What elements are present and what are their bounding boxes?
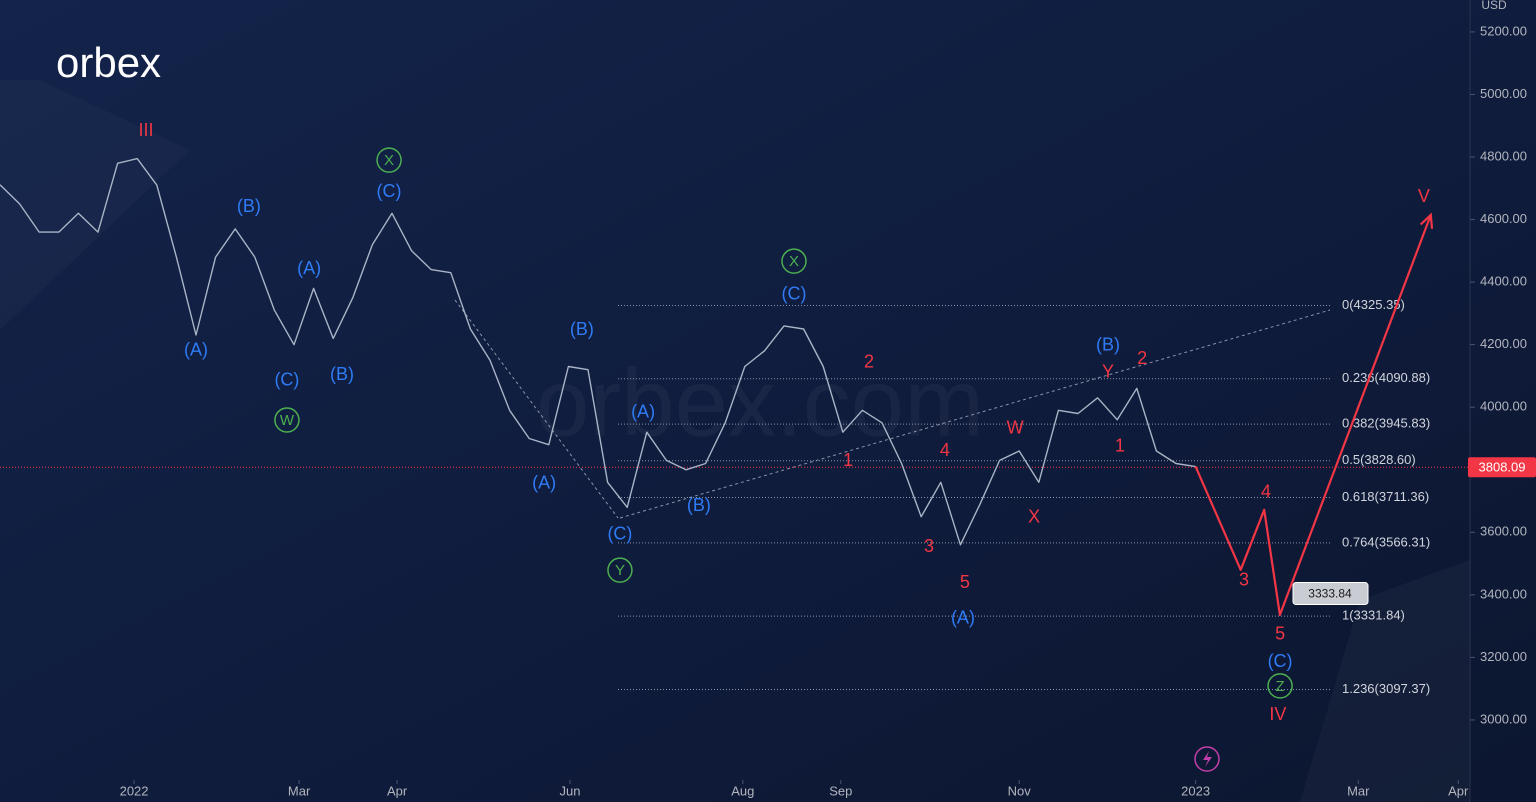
wave-label: Y — [615, 562, 625, 579]
x-tick-label: Mar — [1347, 783, 1370, 798]
logo: orbex — [56, 39, 161, 86]
price-line — [0, 157, 1196, 546]
wave-circle — [274, 407, 300, 433]
fib-label: 0.618(3711.36) — [1342, 489, 1429, 504]
current-price-box — [1468, 457, 1536, 478]
wave-label: 2 — [1137, 348, 1147, 368]
x-tick-label: Mar — [288, 783, 311, 798]
watermark: orbex.com — [536, 349, 984, 456]
y-tick-label: 4200.00 — [1480, 336, 1527, 351]
wave-label: X — [789, 253, 799, 270]
wave-label: X — [1028, 507, 1040, 527]
wave-label: 3 — [924, 536, 934, 556]
wave-circle — [607, 557, 633, 583]
fib-label: 0.236(4090.88) — [1342, 370, 1430, 385]
x-tick-label: Jun — [559, 783, 580, 798]
wave-circle — [781, 248, 807, 274]
plot-area: 3000.003200.003400.003600.003800.004000.… — [0, 23, 1536, 798]
fib-label: 0.5(3828.60) — [1342, 452, 1416, 467]
wave-label: (C) — [607, 524, 632, 544]
x-tick-label: Apr — [1448, 783, 1469, 798]
wave-circle — [376, 147, 402, 173]
icon — [1203, 751, 1212, 767]
wave-label: Z — [1275, 678, 1284, 695]
wave-label: (A) — [631, 402, 655, 422]
price-label: 3333.84 — [1308, 587, 1352, 601]
y-tick-label: 4600.00 — [1480, 211, 1527, 226]
wave-circle — [1267, 673, 1293, 699]
current-price-label: 3808.09 — [1479, 460, 1526, 475]
y-tick-label: 5000.00 — [1480, 86, 1527, 101]
fib-label: 1(3331.84) — [1342, 608, 1405, 623]
wave-label: (A) — [184, 340, 208, 360]
wave-label: (B) — [330, 364, 354, 384]
y-tick-label: 3400.00 — [1480, 586, 1527, 601]
wave-label: 5 — [960, 572, 970, 592]
wave-label: (A) — [951, 608, 975, 628]
wave-label: (C) — [1268, 651, 1293, 671]
wave-label: III — [139, 120, 154, 140]
wave-label: (B) — [1096, 335, 1120, 355]
fib-label: 0.764(3566.31) — [1342, 534, 1430, 549]
y-tick-label: 5200.00 — [1480, 23, 1527, 38]
fib-label: 0(4325.35) — [1342, 297, 1405, 312]
icon — [1194, 746, 1220, 772]
wave-label: (A) — [532, 473, 556, 493]
wave-label: (A) — [297, 258, 321, 278]
wave-label: 1 — [1115, 436, 1125, 456]
currency: USD — [1481, 0, 1507, 12]
wave-label: V — [1418, 186, 1430, 206]
wave-label: 3 — [1239, 570, 1249, 590]
wave-label: Y — [1102, 362, 1114, 382]
wave-label: IV — [1269, 704, 1286, 724]
wave-label: (B) — [570, 319, 594, 339]
arrow-head — [1419, 212, 1434, 229]
y-tick-label: 3000.00 — [1480, 711, 1527, 726]
wave-label: (B) — [687, 495, 711, 515]
wave-label: (C) — [781, 284, 806, 304]
wave-label: (C) — [274, 370, 299, 390]
wave-label: (B) — [237, 196, 261, 216]
wave-label: 4 — [1261, 482, 1271, 502]
wave-label: 1 — [843, 450, 853, 470]
x-tick-label: Aug — [731, 783, 754, 798]
fib-label: 0.382(3945.83) — [1342, 416, 1430, 431]
x-tick-label: 2022 — [120, 783, 149, 798]
y-tick-label: 4000.00 — [1480, 399, 1527, 414]
y-tick-label: 3200.00 — [1480, 649, 1527, 664]
wave-label: 4 — [940, 440, 950, 460]
wave-label: X — [384, 152, 394, 169]
x-tick-label: 2023 — [1181, 783, 1210, 798]
y-tick-label: 3600.00 — [1480, 524, 1527, 539]
wave-label: 5 — [1275, 624, 1285, 644]
fib-label: 1.236(3097.37) — [1342, 681, 1430, 696]
price-label-box — [1292, 582, 1369, 606]
y-tick-label: 4400.00 — [1480, 274, 1527, 289]
x-tick-label: Nov — [1008, 783, 1032, 798]
wave-label: (C) — [377, 181, 402, 201]
wave-label: W — [1007, 418, 1024, 438]
x-tick-label: Sep — [829, 783, 852, 798]
wave-label: 2 — [864, 352, 874, 372]
x-tick-label: Apr — [387, 783, 408, 798]
price-line — [1194, 214, 1432, 616]
wave-label: W — [280, 412, 295, 429]
y-tick-label: 4800.00 — [1480, 148, 1527, 163]
